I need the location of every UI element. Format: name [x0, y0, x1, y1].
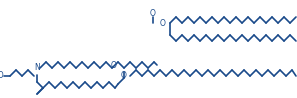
Text: O: O [121, 72, 127, 80]
Text: N: N [34, 64, 40, 73]
Text: O: O [111, 62, 117, 70]
Text: O: O [160, 19, 166, 28]
Text: O: O [150, 9, 156, 18]
Text: HO: HO [0, 72, 4, 80]
